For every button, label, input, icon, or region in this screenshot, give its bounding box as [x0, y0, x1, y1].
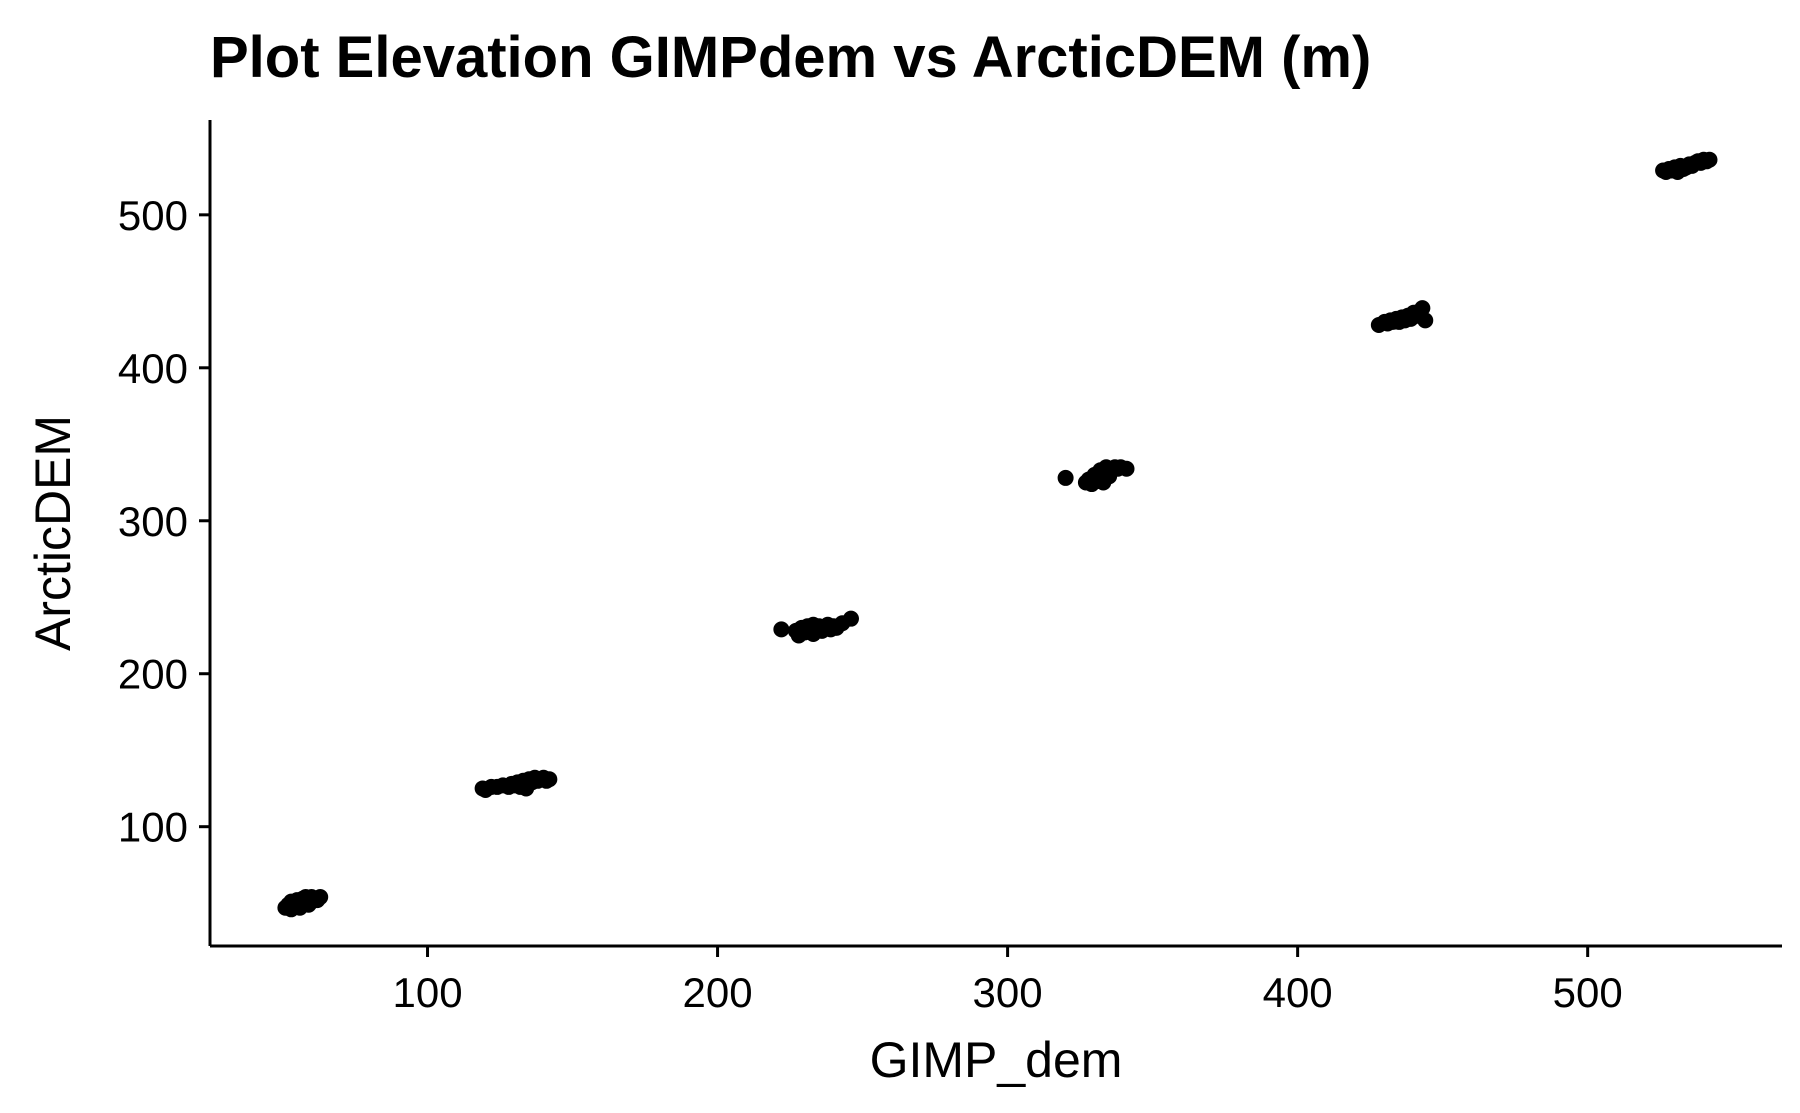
data-point: [541, 771, 558, 788]
data-point: [1417, 312, 1434, 329]
data-point: [842, 610, 859, 627]
data-point: [312, 889, 329, 906]
data-point: [1057, 469, 1074, 486]
data-point: [1701, 151, 1718, 168]
data-point: [300, 896, 317, 913]
data-point: [773, 621, 790, 638]
chart-title: Plot Elevation GIMPdem vs ArcticDEM (m): [210, 25, 1371, 90]
x-axis-title: GIMP_dem: [870, 1032, 1123, 1088]
x-tick-label: 200: [683, 969, 753, 1016]
x-tick-label: 300: [973, 969, 1043, 1016]
data-point: [1118, 460, 1135, 477]
x-tick-label: 500: [1553, 969, 1623, 1016]
data-points: [277, 151, 1718, 918]
y-tick-label: 300: [118, 498, 188, 545]
y-axis-ticks: 100 200 300 400 500: [118, 192, 210, 851]
y-tick-label: 400: [118, 345, 188, 392]
y-tick-label: 500: [118, 192, 188, 239]
x-axis-ticks: 100 200 300 400 500: [392, 946, 1623, 1016]
y-axis-title: ArcticDEM: [25, 415, 81, 651]
data-point: [1414, 300, 1431, 317]
y-tick-label: 200: [118, 651, 188, 698]
x-tick-label: 100: [392, 969, 462, 1016]
x-tick-label: 400: [1263, 969, 1333, 1016]
y-tick-label: 100: [118, 804, 188, 851]
